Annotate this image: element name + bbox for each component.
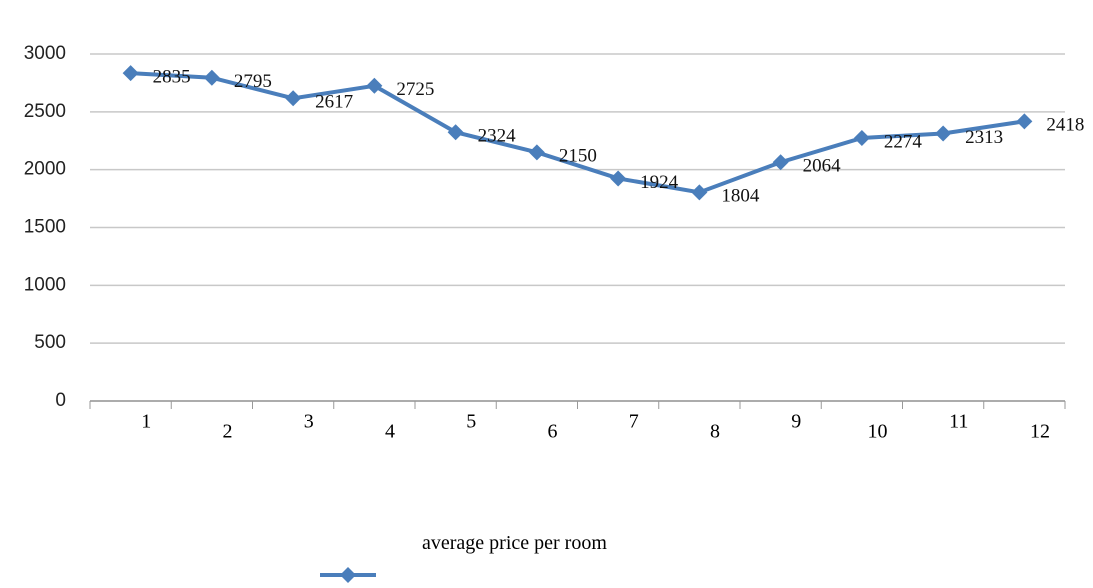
point — [772, 154, 789, 171]
point — [935, 125, 952, 142]
point — [528, 144, 545, 161]
x-tick-label: 1 — [141, 411, 151, 433]
x-tick-label: 7 — [629, 411, 639, 433]
x-tick-label: 12 — [1030, 421, 1050, 443]
data-label: 2725 — [396, 79, 434, 100]
x-tick-label: 8 — [710, 421, 720, 443]
data-label: 2835 — [153, 66, 191, 87]
data-label: 2274 — [884, 131, 923, 152]
y-tick-label: 1000 — [24, 274, 66, 295]
data-label: 2313 — [965, 127, 1003, 148]
line — [130, 71, 1025, 195]
point — [447, 124, 464, 141]
y-tick-label: 2000 — [24, 159, 66, 180]
x-tick-label: 4 — [385, 421, 395, 443]
x-tick-label: 9 — [791, 411, 801, 433]
x-tick-label: 3 — [304, 411, 314, 433]
y-tick-label: 3000 — [24, 43, 66, 64]
point — [285, 90, 302, 107]
x-tick-label: 10 — [868, 421, 888, 443]
y-tick-label: 2500 — [24, 101, 66, 122]
point — [203, 69, 220, 86]
data-label: 2418 — [1046, 115, 1084, 136]
y-tick-label: 0 — [55, 390, 66, 411]
x-tick-label: 11 — [949, 411, 968, 433]
data-label: 1804 — [721, 186, 760, 207]
point — [1016, 113, 1033, 130]
y-tick-label: 500 — [34, 332, 66, 353]
data-label: 2150 — [559, 146, 597, 167]
data-label: 2617 — [315, 92, 353, 113]
y-tick-label: 1500 — [24, 217, 66, 238]
data-label: 2064 — [803, 156, 842, 177]
x-tick-label: 6 — [548, 421, 558, 443]
legend-label: average price per room — [422, 532, 607, 554]
x-tick-label: 5 — [466, 411, 476, 433]
point — [122, 65, 139, 82]
data-label: 2795 — [234, 71, 272, 92]
data-label: 2324 — [478, 126, 517, 147]
data-label: 1924 — [640, 172, 679, 193]
point — [610, 170, 627, 187]
point — [366, 77, 383, 94]
x-tick-label: 2 — [223, 421, 233, 443]
legend-marker — [340, 567, 356, 583]
point — [691, 184, 708, 201]
point — [853, 129, 870, 146]
